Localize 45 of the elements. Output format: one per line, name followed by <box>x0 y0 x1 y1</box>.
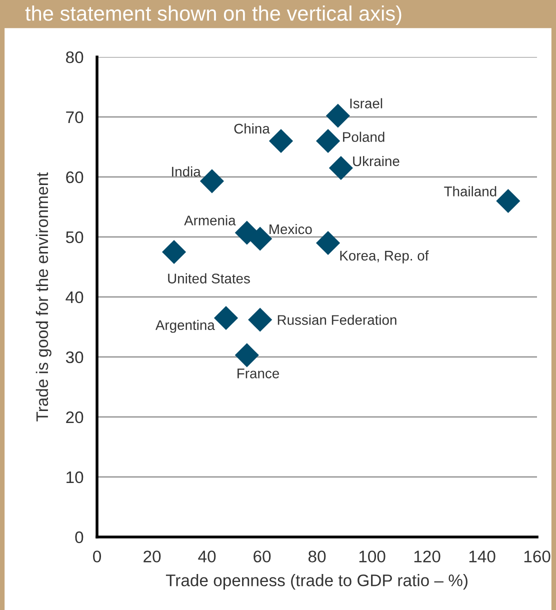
x-tick-label: 140 <box>469 550 496 562</box>
x-tick-label: 120 <box>414 550 440 562</box>
x-tick-label: 60 <box>254 550 271 562</box>
y-tick-label: 30 <box>66 351 84 364</box>
x-tick-label: 0 <box>93 550 102 562</box>
y-tick-label: 80 <box>66 51 84 64</box>
annotation: Russian Federation <box>278 314 396 325</box>
x-tick-label: 20 <box>144 550 161 562</box>
y-tick-label: 40 <box>66 291 84 304</box>
y-tick-label: 20 <box>66 411 84 424</box>
annotation: Poland <box>343 132 384 142</box>
annotation: Mexico <box>270 224 312 234</box>
annotation: India <box>172 166 201 177</box>
point <box>316 128 340 154</box>
annotation: Armenia <box>184 215 236 226</box>
annotation: France <box>238 368 280 378</box>
x-tick-label: 160 <box>524 550 550 562</box>
point <box>214 306 238 330</box>
annotation: Korea, Rep. of <box>340 250 429 264</box>
x-axis-title: Trade openness (trade to GDP ratio – %) <box>166 574 468 590</box>
point <box>248 308 272 332</box>
point <box>268 128 294 154</box>
annotation: Ukraine <box>353 156 400 166</box>
point <box>234 343 259 368</box>
annotation: China <box>234 123 270 134</box>
annotation: United States <box>168 273 250 284</box>
point <box>316 230 340 256</box>
annotation: Israel <box>350 98 382 108</box>
annotation: Argentina <box>155 320 215 333</box>
y-tick-label: 0 <box>75 531 84 544</box>
x-tick-label: 100 <box>359 550 386 562</box>
x-tick-label: 40 <box>198 550 216 562</box>
point <box>496 188 520 214</box>
y-axis-title: Trade is good for the environment <box>36 172 52 422</box>
y-tick-label: 10 <box>66 471 84 484</box>
y-tick-label: 50 <box>66 231 84 244</box>
point <box>326 104 350 128</box>
y-tick-label: 60 <box>66 171 84 184</box>
chart-subtitle: the statement shown on the vertical axis) <box>25 6 402 25</box>
point <box>162 240 186 264</box>
x-tick-label: 80 <box>308 550 326 562</box>
annotation: Thailand <box>444 186 496 196</box>
point <box>200 169 224 194</box>
point <box>328 156 353 180</box>
y-tick-label: 70 <box>66 111 84 124</box>
